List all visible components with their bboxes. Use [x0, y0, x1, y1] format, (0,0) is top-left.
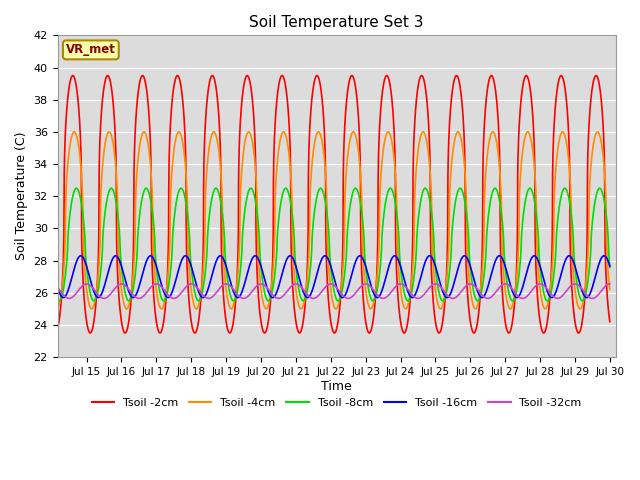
Legend: Tsoil -2cm, Tsoil -4cm, Tsoil -8cm, Tsoil -16cm, Tsoil -32cm: Tsoil -2cm, Tsoil -4cm, Tsoil -8cm, Tsoi… [87, 394, 586, 413]
Tsoil -32cm [136, 296, 143, 301]
Line: Tsoil -8cm: Tsoil -8cm [52, 188, 610, 301]
Tsoil -8cm [48, 264, 56, 270]
Tsoil -16cm [60, 295, 67, 300]
Tsoil -32cm [557, 294, 565, 300]
Tsoil -8cm [369, 298, 377, 303]
Tsoil -2cm [408, 248, 416, 253]
Line: Tsoil -4cm: Tsoil -4cm [52, 132, 610, 309]
Tsoil -2cm [136, 82, 143, 87]
Tsoil -16cm [606, 264, 614, 269]
Tsoil -16cm [477, 294, 485, 300]
Tsoil -32cm [408, 292, 416, 298]
Tsoil -16cm [155, 271, 163, 277]
Tsoil -16cm [408, 295, 416, 300]
Tsoil -8cm [477, 291, 485, 297]
Title: Soil Temperature Set 3: Soil Temperature Set 3 [250, 15, 424, 30]
Text: VR_met: VR_met [66, 43, 116, 56]
Tsoil -16cm [369, 290, 377, 296]
Y-axis label: Soil Temperature (C): Soil Temperature (C) [15, 132, 28, 261]
Tsoil -4cm [594, 129, 602, 135]
Tsoil -2cm [592, 72, 600, 78]
Tsoil -8cm [408, 285, 416, 290]
Tsoil -2cm [48, 319, 56, 324]
Tsoil -32cm [477, 291, 485, 297]
Tsoil -4cm [136, 145, 143, 151]
Tsoil -32cm [48, 281, 56, 287]
Tsoil -2cm [606, 319, 614, 324]
Tsoil -8cm [606, 264, 614, 270]
Line: Tsoil -2cm: Tsoil -2cm [52, 75, 610, 333]
Tsoil -4cm [408, 268, 416, 274]
Tsoil -32cm [155, 282, 163, 288]
Tsoil -8cm [557, 193, 565, 199]
Tsoil -2cm [369, 315, 377, 321]
Tsoil -4cm [606, 287, 614, 292]
Tsoil -2cm [51, 330, 59, 336]
Line: Tsoil -16cm: Tsoil -16cm [52, 256, 610, 298]
Tsoil -16cm [48, 264, 56, 269]
Tsoil -32cm [606, 281, 614, 287]
Tsoil -32cm [65, 296, 73, 301]
Line: Tsoil -32cm: Tsoil -32cm [52, 284, 610, 299]
Tsoil -2cm [557, 72, 565, 78]
Tsoil -4cm [155, 300, 163, 306]
Tsoil -4cm [477, 282, 485, 288]
Tsoil -4cm [557, 131, 565, 136]
X-axis label: Time: Time [321, 380, 352, 393]
Tsoil -2cm [155, 328, 163, 334]
Tsoil -2cm [477, 281, 485, 287]
Tsoil -32cm [369, 287, 377, 293]
Tsoil -16cm [557, 271, 565, 277]
Tsoil -8cm [55, 298, 63, 304]
Tsoil -16cm [136, 283, 143, 288]
Tsoil -4cm [53, 306, 61, 312]
Tsoil -4cm [48, 287, 56, 292]
Tsoil -16cm [600, 253, 608, 259]
Tsoil -8cm [596, 185, 604, 191]
Tsoil -4cm [369, 301, 377, 307]
Tsoil -8cm [155, 282, 163, 288]
Tsoil -8cm [136, 215, 143, 221]
